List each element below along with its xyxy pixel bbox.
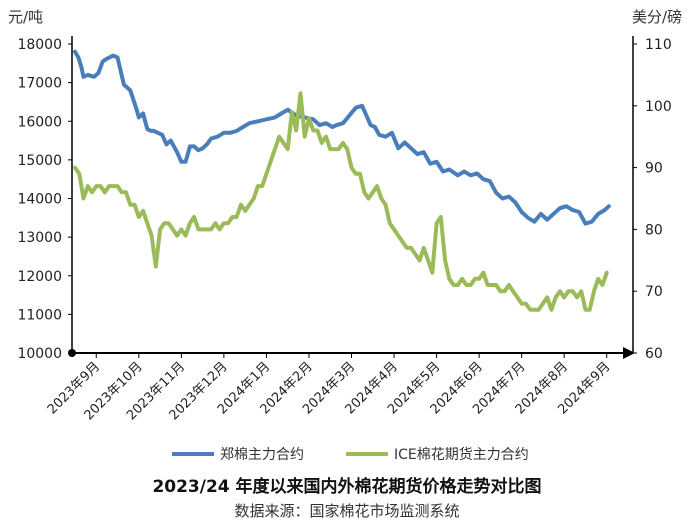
legend-swatch-blue bbox=[172, 452, 214, 456]
series-line-ice bbox=[73, 91, 609, 312]
left-tick-label: 11000 bbox=[17, 307, 62, 323]
chart-title: 2023/24 年度以来国内外棉花期货价格走势对比图 bbox=[152, 477, 542, 497]
left-tick-label: 15000 bbox=[17, 153, 62, 169]
right-tick-label: 70 bbox=[645, 284, 663, 300]
x-axis-ticks: 2023年9月2023年10月2023年11月2023年12月2024年1月20… bbox=[45, 353, 614, 423]
legend-swatch-green bbox=[346, 452, 388, 456]
x-axis-arrow bbox=[623, 347, 635, 359]
left-axis-unit: 元/吨 bbox=[8, 8, 44, 26]
right-tick-label: 100 bbox=[645, 99, 672, 115]
legend-item-zhengmian: 郑棉主力合约 bbox=[172, 444, 304, 464]
right-axis-ticks: 60 70 80 90 100 110 bbox=[633, 37, 672, 362]
left-tick-label: 12000 bbox=[17, 269, 62, 285]
series-lines bbox=[73, 49, 611, 312]
left-tick-label: 17000 bbox=[17, 76, 62, 92]
right-tick-label: 80 bbox=[645, 222, 663, 238]
legend-item-ice: ICE棉花期货主力合约 bbox=[346, 444, 529, 464]
left-tick-label: 10000 bbox=[17, 346, 62, 362]
right-axis-unit: 美分/磅 bbox=[631, 8, 682, 26]
right-tick-label: 90 bbox=[645, 161, 663, 177]
right-tick-label: 60 bbox=[645, 346, 663, 362]
legend-label: 郑棉主力合约 bbox=[220, 447, 304, 463]
left-tick-label: 18000 bbox=[17, 37, 62, 53]
left-tick-label: 14000 bbox=[17, 192, 62, 208]
left-tick-label: 16000 bbox=[17, 114, 62, 130]
chart-source: 数据来源：国家棉花市场监测系统 bbox=[234, 502, 460, 520]
legend-label: ICE棉花期货主力合约 bbox=[394, 447, 529, 463]
right-tick-label: 110 bbox=[645, 37, 672, 53]
left-axis-ticks: 10000 11000 12000 13000 14000 15000 16000 17000… bbox=[17, 37, 72, 362]
series-line-zhengmian bbox=[73, 49, 611, 226]
left-tick-label: 13000 bbox=[17, 230, 62, 246]
